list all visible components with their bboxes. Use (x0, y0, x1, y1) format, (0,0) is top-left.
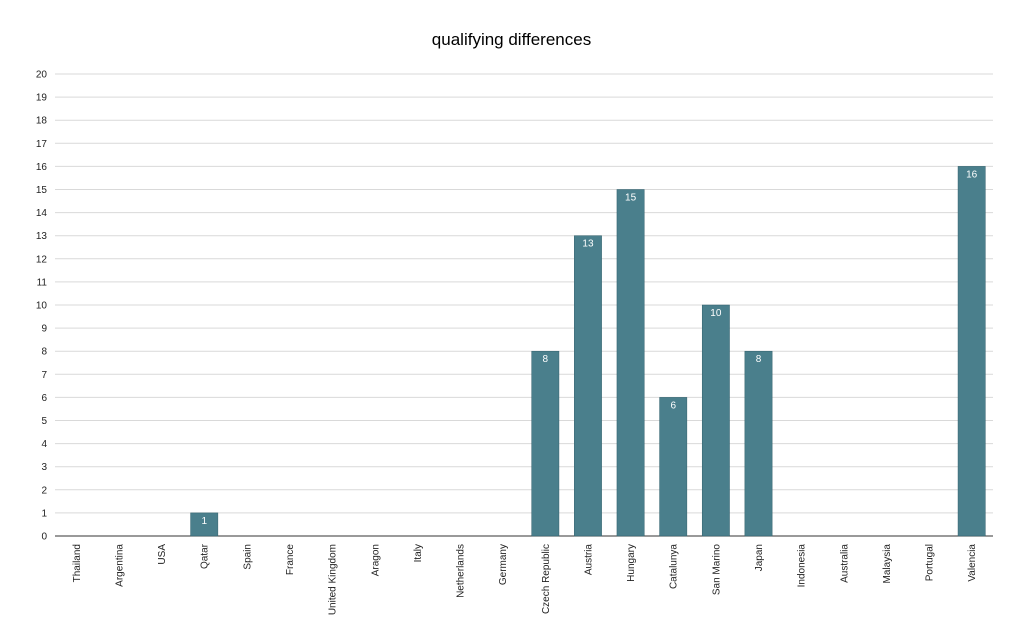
x-tick-label: Catalunya (669, 544, 680, 589)
x-tick-label: Aragon (370, 544, 381, 576)
x-tick-label: France (285, 544, 296, 576)
y-tick-label: 9 (41, 324, 47, 335)
data-label: 8 (756, 354, 762, 365)
x-tick-label: Spain (242, 544, 253, 570)
y-tick-label: 1 (41, 508, 47, 519)
bar (574, 235, 602, 537)
x-tick-label: Japan (754, 544, 765, 571)
y-tick-label: 4 (41, 439, 47, 450)
x-tick-label: Malaysia (882, 544, 893, 584)
x-tick-label: Germany (498, 544, 509, 585)
x-tick-label: United Kingdom (328, 544, 339, 615)
y-tick-label: 16 (36, 162, 48, 173)
y-tick-label: 7 (41, 370, 47, 381)
bar (616, 189, 645, 537)
bar (531, 350, 560, 537)
y-tick-label: 5 (41, 416, 47, 427)
data-label: 6 (670, 400, 676, 411)
y-tick-label: 11 (37, 277, 48, 288)
x-tick-label: Indonesia (797, 544, 808, 588)
data-label: 10 (710, 308, 722, 319)
chart-title: qualifying differences (431, 30, 592, 49)
y-tick-label: 10 (36, 301, 48, 312)
x-tick-label: Qatar (200, 543, 211, 569)
bar (744, 350, 773, 537)
data-label: 13 (582, 239, 594, 250)
x-tick-label: San Marino (711, 544, 722, 596)
y-tick-label: 20 (36, 70, 48, 81)
bar (957, 166, 986, 537)
x-tick-label: USA (157, 544, 168, 565)
data-label: 15 (625, 193, 637, 204)
x-tick-label: Italy (413, 544, 424, 562)
data-label: 8 (543, 354, 549, 365)
y-tick-label: 14 (36, 208, 48, 219)
y-tick-label: 19 (36, 93, 48, 104)
x-tick-label: Valencia (967, 544, 978, 582)
bar (190, 512, 219, 537)
y-tick-label: 18 (36, 116, 48, 127)
x-tick-label: Argentina (114, 544, 125, 587)
y-tick-label: 0 (41, 532, 47, 543)
y-tick-label: 15 (36, 185, 48, 196)
data-label: 16 (966, 169, 978, 180)
y-tick-label: 8 (41, 347, 47, 358)
y-tick-label: 6 (41, 393, 47, 404)
x-tick-label: Netherlands (456, 544, 467, 598)
data-label: 1 (201, 516, 207, 527)
x-tick-label: Portugal (925, 544, 936, 581)
x-tick-label: Hungary (626, 544, 637, 582)
y-tick-label: 13 (36, 231, 48, 242)
y-tick-label: 2 (41, 485, 47, 496)
y-tick-label: 3 (41, 462, 47, 473)
x-tick-label: Czech Republic (541, 544, 552, 614)
x-tick-label: Austria (583, 544, 594, 576)
bar (701, 304, 730, 537)
bar (659, 397, 688, 537)
x-tick-label: Thailand (72, 544, 83, 582)
x-tick-label: Australia (839, 544, 850, 583)
y-tick-label: 12 (36, 254, 48, 265)
y-tick-label: 17 (36, 139, 48, 150)
